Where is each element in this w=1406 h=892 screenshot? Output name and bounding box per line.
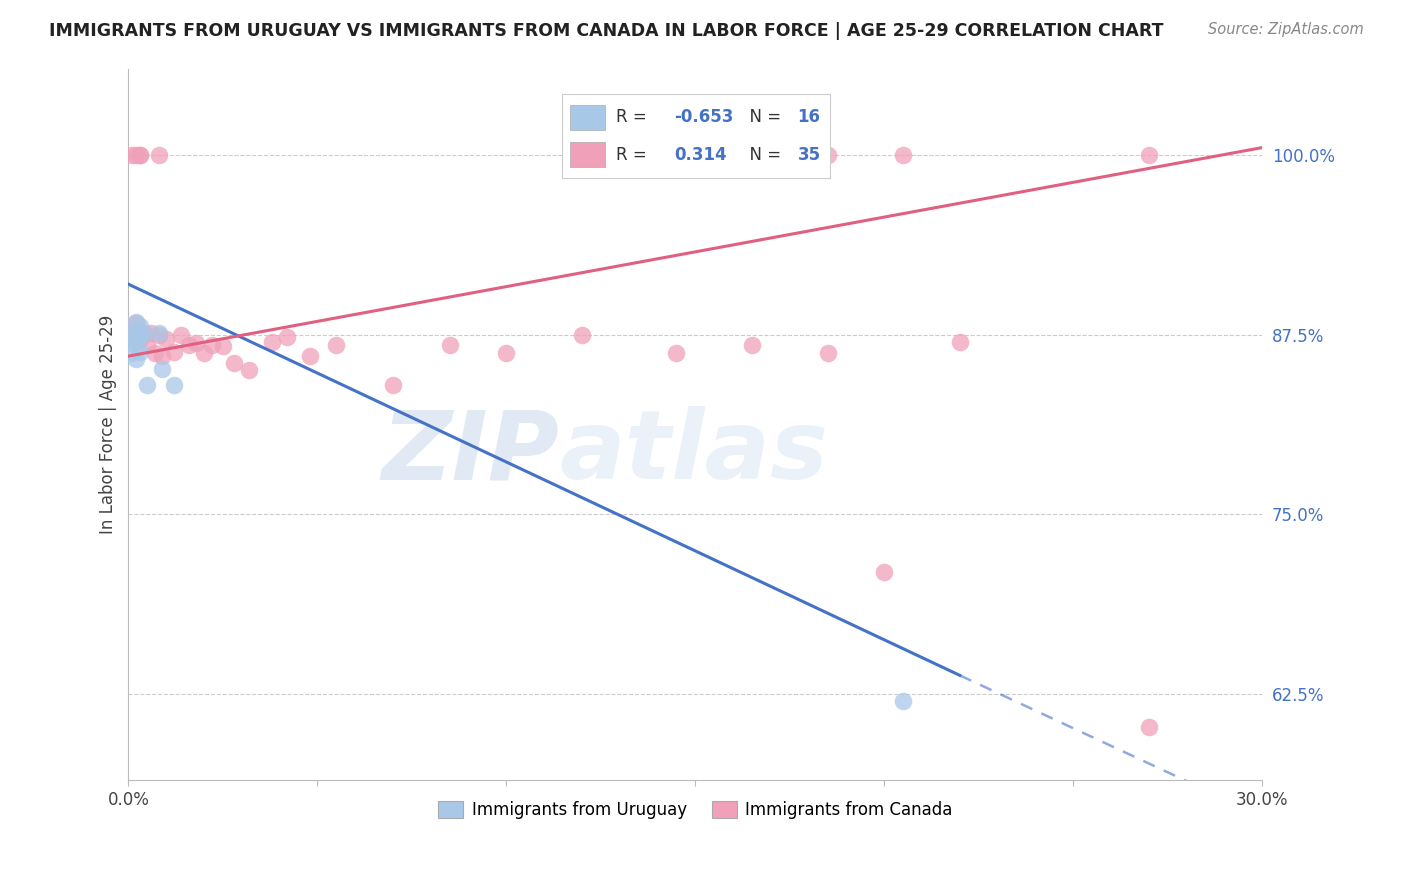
Point — [224, 356, 246, 370]
Point — [121, 325, 143, 339]
Point — [683, 148, 706, 162]
Point — [381, 377, 404, 392]
Point — [325, 337, 347, 351]
Point — [132, 326, 155, 340]
Y-axis label: In Labor Force | Age 25-29: In Labor Force | Age 25-29 — [100, 315, 117, 534]
Point — [949, 334, 972, 349]
Point — [741, 337, 763, 351]
Point — [1137, 148, 1160, 162]
Text: ZIP: ZIP — [381, 407, 560, 500]
Point — [125, 334, 148, 349]
Point — [143, 346, 166, 360]
Text: -0.653: -0.653 — [675, 109, 734, 127]
Point — [125, 148, 148, 162]
Point — [132, 326, 155, 340]
Point — [139, 326, 162, 340]
Legend: Immigrants from Uruguay, Immigrants from Canada: Immigrants from Uruguay, Immigrants from… — [432, 794, 959, 825]
Point — [891, 694, 914, 708]
Point — [148, 327, 170, 342]
Point — [128, 344, 150, 359]
Point — [125, 315, 148, 329]
Point — [136, 337, 159, 351]
Point — [238, 363, 260, 377]
Text: 0.314: 0.314 — [675, 145, 727, 163]
Text: atlas: atlas — [560, 407, 828, 500]
Point — [873, 565, 896, 579]
Text: R =: R = — [616, 145, 657, 163]
Point — [177, 337, 200, 351]
Point — [121, 336, 143, 351]
Text: N =: N = — [738, 145, 786, 163]
Point — [298, 349, 321, 363]
Point — [200, 337, 222, 351]
Point — [163, 377, 186, 392]
Point — [163, 344, 186, 359]
Text: R =: R = — [616, 109, 652, 127]
Text: 35: 35 — [797, 145, 821, 163]
Point — [121, 323, 143, 337]
Point — [212, 339, 235, 353]
Point — [152, 349, 174, 363]
Point — [571, 327, 593, 342]
Point — [121, 148, 143, 162]
Point — [817, 346, 839, 360]
Point — [128, 318, 150, 333]
Point — [665, 346, 688, 360]
Point — [817, 148, 839, 162]
Point — [260, 334, 283, 349]
Point — [128, 332, 150, 346]
Point — [439, 337, 461, 351]
Point — [125, 326, 148, 340]
Point — [125, 334, 148, 349]
Bar — [571, 142, 605, 168]
Text: IMMIGRANTS FROM URUGUAY VS IMMIGRANTS FROM CANADA IN LABOR FORCE | AGE 25-29 COR: IMMIGRANTS FROM URUGUAY VS IMMIGRANTS FR… — [49, 22, 1164, 40]
Point — [125, 351, 148, 366]
Point — [155, 332, 177, 346]
Point — [128, 148, 150, 162]
Text: Source: ZipAtlas.com: Source: ZipAtlas.com — [1208, 22, 1364, 37]
Point — [891, 148, 914, 162]
Point — [152, 362, 174, 376]
Text: 16: 16 — [797, 109, 821, 127]
Bar — [571, 104, 605, 130]
Point — [125, 316, 148, 330]
Point — [193, 346, 215, 360]
Point — [495, 346, 517, 360]
Point — [148, 326, 170, 340]
Point — [1137, 720, 1160, 734]
Point — [128, 329, 150, 343]
Point — [136, 377, 159, 392]
Point — [128, 326, 150, 340]
Point — [276, 330, 298, 344]
Point — [170, 327, 193, 342]
Point — [186, 336, 208, 351]
Text: N =: N = — [738, 109, 786, 127]
Point — [128, 148, 150, 162]
Point — [148, 148, 170, 162]
Point — [121, 346, 143, 360]
